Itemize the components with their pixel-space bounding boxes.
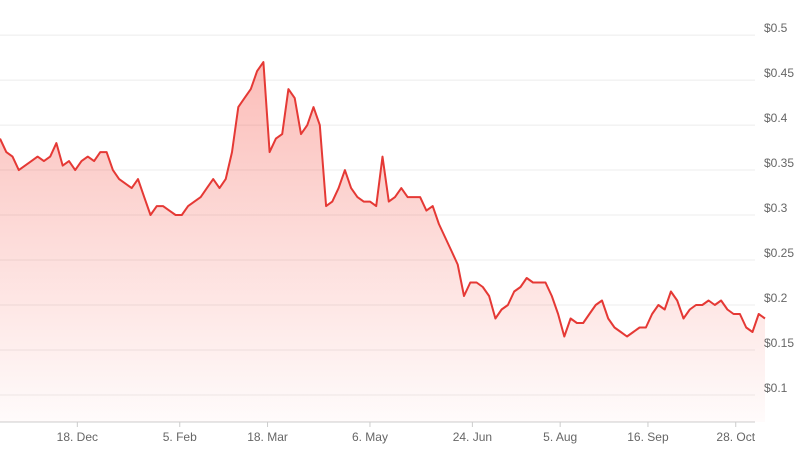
- x-tick-label: 28. Oct: [716, 430, 755, 444]
- area: [0, 62, 765, 422]
- y-tick-label: $0.3: [764, 201, 788, 215]
- x-tick-label: 6. May: [352, 430, 388, 444]
- price-line: [0, 61, 766, 338]
- x-tick-label: 18. Mar: [247, 430, 288, 444]
- x-tick-label: 18. Dec: [57, 430, 98, 444]
- x-tick-label: 5. Aug: [543, 430, 577, 444]
- y-tick-label: $0.25: [764, 246, 794, 260]
- y-tick-label: $0.1: [764, 381, 788, 395]
- y-tick-label: $0.4: [764, 111, 788, 125]
- x-tick-label: 24. Jun: [453, 430, 492, 444]
- y-tick-label: $0.45: [764, 66, 794, 80]
- y-tick-label: $0.15: [764, 336, 794, 350]
- y-tick-label: $0.5: [764, 21, 788, 35]
- x-tick-label: 5. Feb: [163, 430, 197, 444]
- y-tick-label: $0.35: [764, 156, 794, 170]
- y-tick-label: $0.2: [764, 291, 788, 305]
- x-tick-label: 16. Sep: [627, 430, 669, 444]
